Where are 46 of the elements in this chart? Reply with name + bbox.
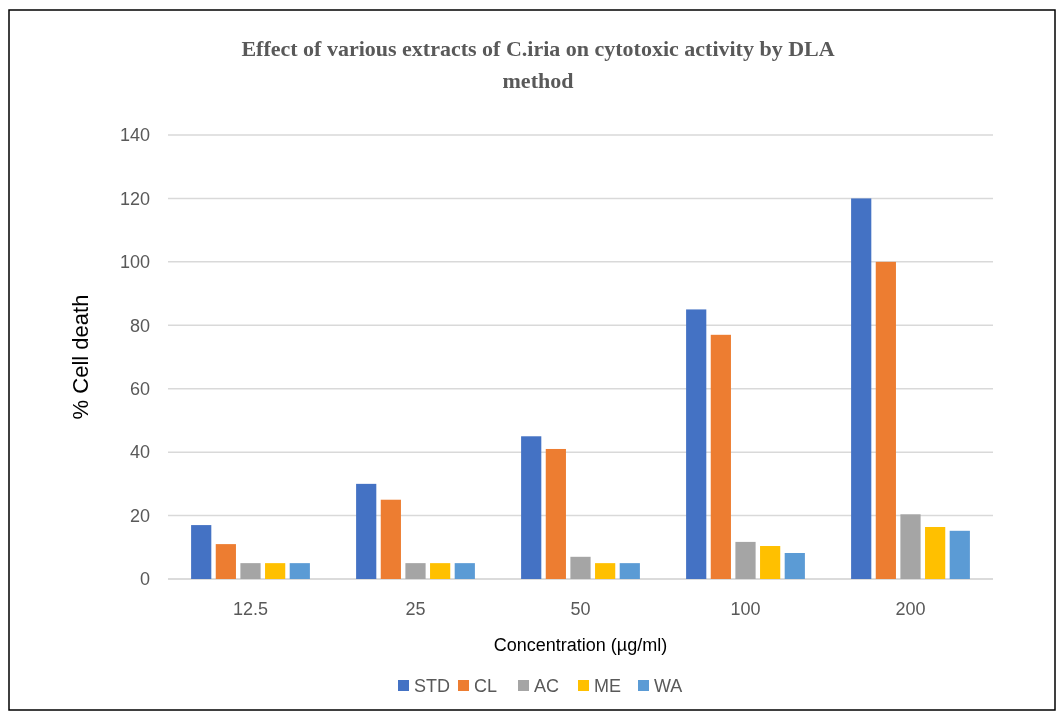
- bar: [405, 563, 426, 579]
- y-tick-label: 20: [129, 505, 150, 526]
- y-tick-label: 100: [119, 252, 150, 273]
- bar: [570, 556, 591, 579]
- chart-title: Effect of various extracts of C.iria on cytotoxic activity by DLA method: [241, 36, 835, 93]
- y-tick-label: 140: [119, 125, 150, 146]
- bar: [875, 261, 896, 579]
- bar: [619, 563, 640, 579]
- legend-label: STD: [414, 676, 450, 697]
- bar: [760, 546, 781, 579]
- bar: [356, 483, 377, 579]
- bar: [900, 514, 921, 579]
- x-tick-label: 12.5: [232, 599, 269, 619]
- bar: [191, 525, 212, 579]
- x-tick-label: 25: [405, 599, 426, 619]
- bar: [735, 541, 756, 579]
- x-tick-label: 50: [570, 599, 591, 619]
- y-tick-label: 40: [129, 442, 150, 463]
- legend-label: WA: [654, 676, 683, 697]
- bar: [215, 544, 236, 579]
- bar: [595, 563, 616, 579]
- bar: [851, 198, 872, 579]
- bar: [380, 499, 401, 579]
- bar: [686, 309, 707, 579]
- bar: [289, 563, 310, 579]
- x-axis-title: Concentration (µg/ml): [493, 635, 668, 655]
- y-tick-label: 120: [119, 188, 150, 209]
- bar: [925, 526, 946, 579]
- bar: [240, 563, 261, 579]
- bar: [545, 448, 566, 579]
- bar: [784, 552, 805, 579]
- bar: [710, 334, 731, 579]
- y-tick-label: 60: [129, 379, 150, 400]
- y-tick-label: 0: [139, 569, 150, 590]
- bar: [949, 530, 970, 579]
- bar: [265, 563, 286, 579]
- x-tick-label: 200: [895, 599, 926, 619]
- y-axis-title: % Cell death: [68, 294, 93, 420]
- bar: [454, 563, 475, 579]
- bar: [521, 436, 542, 579]
- bar: [430, 563, 451, 579]
- legend-label: CL: [474, 676, 498, 697]
- x-tick-label: 100: [730, 599, 761, 619]
- legend-label: AC: [534, 676, 560, 697]
- y-tick-label: 80: [129, 315, 150, 336]
- legend-label: ME: [594, 676, 621, 697]
